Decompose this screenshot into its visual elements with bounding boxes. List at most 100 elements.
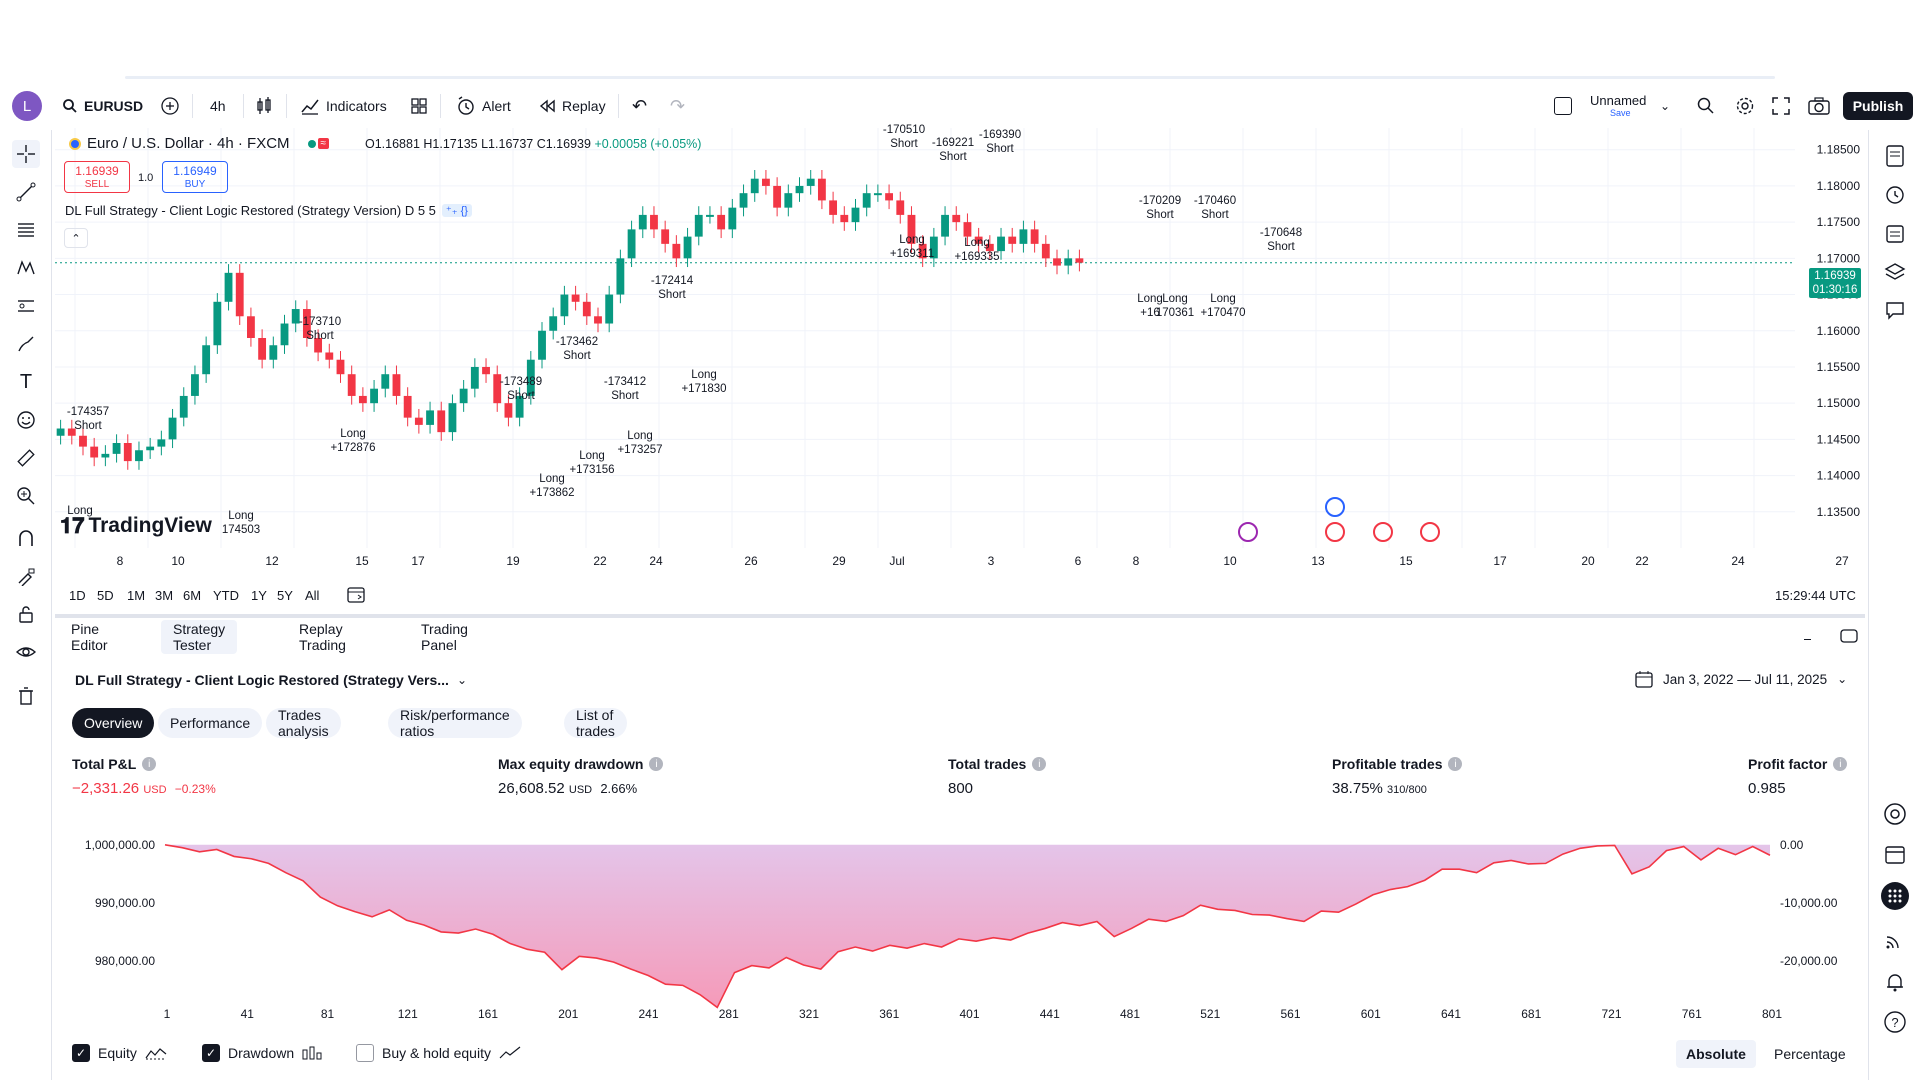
range-button[interactable]: 6M (183, 588, 202, 603)
strategy-selector[interactable]: DL Full Strategy - Client Logic Restored… (75, 672, 467, 688)
trash-icon[interactable] (12, 682, 40, 710)
panel-tab[interactable]: Strategy Tester (161, 620, 238, 654)
undo-icon: ↶ (632, 95, 648, 116)
quick-search-button[interactable] (1696, 86, 1716, 126)
strategy-subtab[interactable]: Risk/performance ratios (388, 707, 522, 739)
price-chart[interactable]: 1.185001.180001.175001.170001.165001.160… (55, 128, 1865, 572)
lock-drawings-icon[interactable] (12, 562, 40, 590)
calendar-list-icon[interactable] (1881, 220, 1909, 248)
layout-checkbox[interactable] (1554, 86, 1572, 126)
info-icon[interactable]: i (649, 757, 664, 771)
chat-icon[interactable] (1881, 296, 1909, 324)
watchlist-icon[interactable] (1881, 142, 1909, 170)
text-icon[interactable]: T (19, 370, 33, 393)
broadcast-icon[interactable] (1881, 926, 1909, 954)
order-quantity[interactable]: 1.0 (138, 172, 154, 184)
settings-button[interactable] (1735, 86, 1755, 126)
range-button[interactable]: 1M (127, 588, 146, 603)
layers-icon[interactable] (1881, 258, 1909, 286)
range-button[interactable]: 1Y (251, 588, 267, 603)
absolute-toggle[interactable]: Absolute (1676, 1040, 1756, 1068)
strategy-subtab[interactable]: Trades analysis (266, 707, 341, 739)
forecast-icon[interactable] (12, 292, 40, 320)
emoji-icon[interactable] (12, 406, 40, 434)
info-icon[interactable]: i (1448, 757, 1463, 771)
economic-event-icon[interactable] (1420, 522, 1440, 542)
range-button[interactable]: All (305, 588, 320, 603)
economic-event-icon[interactable] (1325, 522, 1345, 542)
brush-icon[interactable] (12, 330, 40, 358)
undo-button[interactable]: ↶ (632, 86, 647, 126)
compare-button[interactable] (160, 86, 180, 126)
date-range-selector[interactable]: Jan 3, 2022 — Jul 11, 2025 ⌄ (1635, 670, 1847, 688)
range-button[interactable]: 3M (155, 588, 174, 603)
strategy-subtab[interactable]: List of trades (564, 707, 627, 739)
target-icon[interactable] (1881, 800, 1909, 828)
trend-line-icon[interactable] (12, 178, 40, 206)
drawdown-toggle[interactable]: ✓ Drawdown (202, 1044, 322, 1062)
apps-grid-icon[interactable] (1881, 882, 1909, 910)
goto-date-button[interactable] (346, 584, 366, 609)
redo-button[interactable]: ↷ (670, 86, 685, 126)
checkbox-unchecked[interactable] (356, 1044, 374, 1062)
collapse-legend-button[interactable]: ⌃ (64, 228, 88, 248)
candle (515, 395, 524, 418)
magnet-icon[interactable] (12, 524, 40, 552)
alarm-clock-icon[interactable] (1881, 180, 1909, 208)
calendar-icon[interactable] (1881, 840, 1909, 868)
strategy-legend[interactable]: DL Full Strategy - Client Logic Restored… (65, 203, 472, 218)
panel-tab[interactable]: Trading Panel (421, 621, 468, 653)
range-button[interactable]: YTD (213, 588, 239, 603)
percentage-toggle[interactable]: Percentage (1774, 1046, 1846, 1062)
equity-chart[interactable]: 1,000,000.00 990,000.00 980,000.00 0.00 -10,… (55, 825, 1865, 1025)
indicators-button[interactable]: Indicators (300, 86, 387, 126)
annotation-sub: Short (890, 138, 918, 150)
panel-tab[interactable]: Pine Editor (71, 621, 108, 653)
eye-icon[interactable] (12, 638, 40, 666)
checkbox-checked[interactable]: ✓ (72, 1044, 90, 1062)
equity-toggle[interactable]: ✓ Equity (72, 1044, 167, 1062)
replay-button[interactable]: Replay (538, 86, 606, 126)
pattern-icon[interactable] (12, 254, 40, 282)
economic-event-icon[interactable] (1325, 497, 1345, 517)
range-button[interactable]: 5Y (277, 588, 293, 603)
chart-type-button[interactable] (254, 86, 274, 126)
checkbox-checked[interactable]: ✓ (202, 1044, 220, 1062)
buy-button[interactable]: 1.16949 BUY (162, 161, 228, 193)
snapshot-button[interactable] (1808, 86, 1830, 126)
panel-tab[interactable]: Replay Trading (299, 621, 346, 653)
lock-icon[interactable] (12, 600, 40, 628)
interval-button[interactable]: 4h (210, 86, 226, 126)
help-icon[interactable]: ? (1881, 1008, 1909, 1036)
layout-name-button[interactable]: Unnamed Save (1590, 86, 1646, 126)
crosshair-icon[interactable] (12, 140, 40, 168)
ruler-icon[interactable] (12, 444, 40, 472)
sell-button[interactable]: 1.16939 SELL (64, 161, 130, 193)
zoom-icon[interactable] (12, 482, 40, 510)
fullscreen-button[interactable] (1772, 86, 1790, 126)
info-icon[interactable]: i (142, 757, 157, 771)
layouts-button[interactable] (410, 86, 428, 126)
buyhold-toggle[interactable]: Buy & hold equity (356, 1044, 521, 1062)
bell-icon[interactable] (1881, 968, 1909, 996)
economic-event-icon[interactable] (1373, 522, 1393, 542)
strategy-subtab[interactable]: Overview (72, 708, 155, 738)
avatar[interactable]: L (12, 91, 42, 121)
maximize-panel-button[interactable] (1840, 628, 1858, 649)
fib-icon[interactable] (12, 216, 40, 244)
info-icon[interactable]: i (1032, 757, 1047, 771)
panel-divider[interactable] (55, 614, 1865, 618)
minimize-panel-button[interactable]: ⎯ (1804, 630, 1811, 647)
range-button[interactable]: 5D (97, 588, 114, 603)
utc-clock[interactable]: 15:29:44 UTC (1775, 588, 1856, 603)
publish-button[interactable]: Publish (1843, 92, 1913, 120)
strategy-subtab[interactable]: Performance (158, 708, 263, 738)
strategy-settings-icon[interactable]: ⁺₊ {} (441, 204, 472, 217)
info-icon[interactable]: i (1833, 757, 1848, 771)
economic-event-icon[interactable] (1238, 522, 1258, 542)
layout-dropdown[interactable]: ⌄ (1660, 86, 1670, 126)
range-button[interactable]: 1D (69, 588, 86, 603)
symbol-search[interactable]: EURUSD (62, 86, 143, 126)
user-avatar[interactable]: L (12, 91, 42, 121)
alert-button[interactable]: Alert (456, 86, 511, 126)
